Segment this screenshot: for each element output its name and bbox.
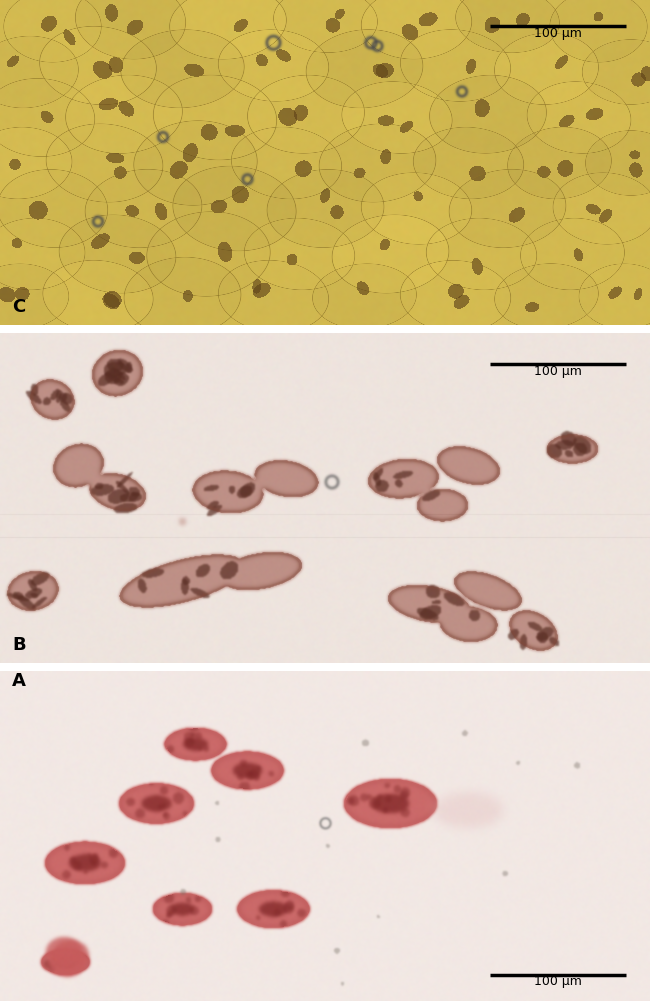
- Text: 100 µm: 100 µm: [534, 364, 582, 377]
- Text: 100 µm: 100 µm: [534, 976, 582, 989]
- Text: 100 µm: 100 µm: [534, 26, 582, 39]
- Text: B: B: [12, 636, 25, 654]
- Text: A: A: [12, 672, 26, 690]
- Text: C: C: [12, 298, 25, 316]
